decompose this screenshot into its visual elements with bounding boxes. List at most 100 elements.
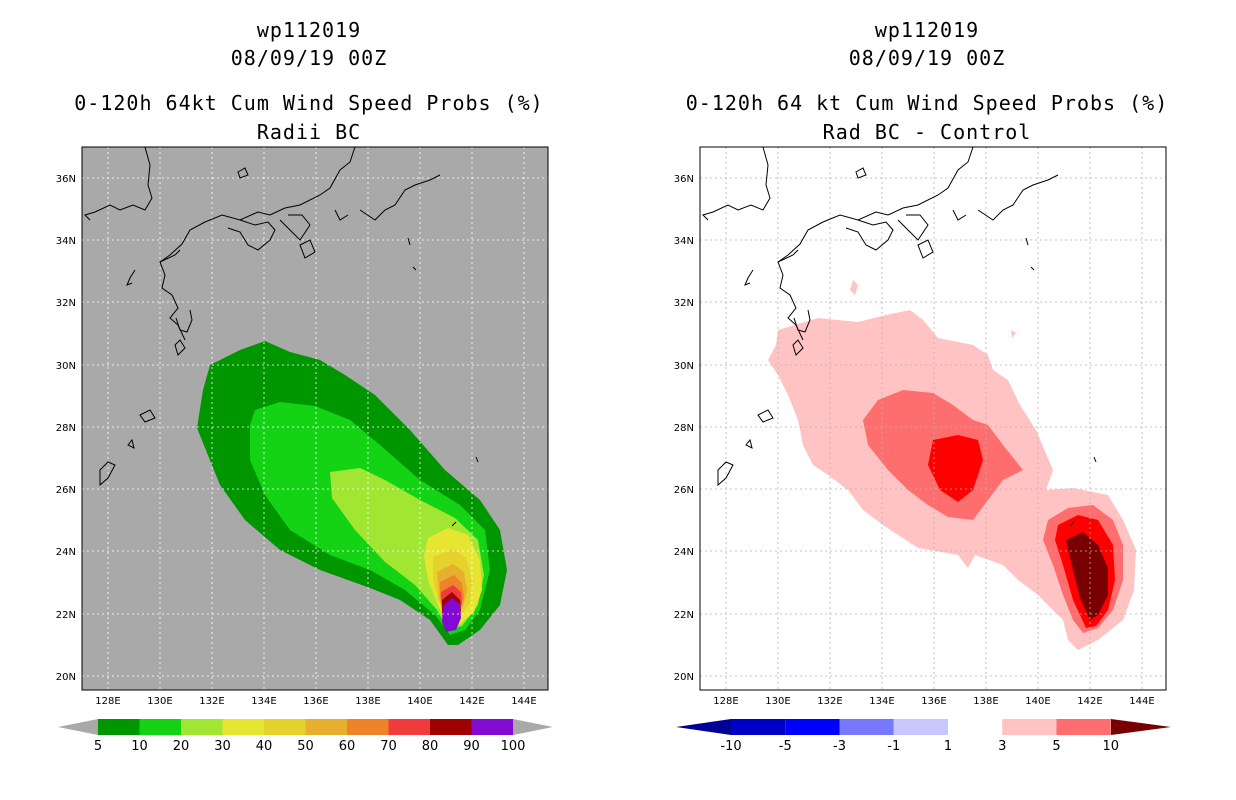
lat-label: 34N — [56, 236, 76, 247]
colorbar-label: 50 — [297, 739, 314, 754]
difference-contours — [768, 280, 1136, 650]
colorbar-label: 5 — [1052, 739, 1060, 754]
lon-label: 140E — [407, 696, 432, 707]
colorbar-swatch — [222, 719, 264, 735]
colorbar-swatch — [347, 719, 389, 735]
subtitle: Radii BC — [256, 120, 362, 144]
map-frame — [699, 146, 1167, 691]
colorbar-label: 80 — [422, 739, 439, 754]
lon-label: 128E — [713, 696, 738, 707]
lat-labels: 20N 22N 24N 26N 28N 30N 32N 34N 36N — [56, 174, 76, 683]
lat-label: 20N — [674, 672, 694, 683]
lon-label: 138E — [973, 696, 998, 707]
lat-label: 30N — [674, 361, 694, 372]
lon-label: 136E — [921, 696, 946, 707]
diff-10-contour — [1066, 532, 1108, 620]
lon-labels: 128E 130E 132E 134E 136E 138E 140E 142E … — [95, 696, 536, 707]
colorbar-right-end — [513, 719, 553, 735]
colorbar-swatch — [264, 719, 306, 735]
colorbar-label: 10 — [1102, 739, 1119, 754]
lon-label: 128E — [95, 696, 120, 707]
lon-labels: 128E 130E 132E 134E 136E 138E 140E 142E … — [713, 696, 1154, 707]
colorbar-label: -10 — [720, 739, 741, 754]
colorbar-swatch — [1002, 719, 1057, 735]
colorbar-swatch — [388, 719, 430, 735]
colorbar-swatch — [1056, 719, 1111, 735]
colorbar-swatch — [731, 719, 786, 735]
colorbar-left-end — [58, 719, 98, 735]
storm-id-title: wp112019 — [874, 18, 980, 42]
colorbar-swatch — [181, 719, 223, 735]
datetime-title: 08/09/19 00Z — [848, 46, 1006, 70]
colorbar-left-end — [676, 719, 731, 735]
colorbar-swatch — [305, 719, 347, 735]
lon-label: 130E — [765, 696, 790, 707]
lat-label: 32N — [56, 298, 76, 309]
lon-label: 136E — [303, 696, 328, 707]
colorbar-label: 10 — [131, 739, 148, 754]
lat-labels: 20N 22N 24N 26N 28N 30N 32N 34N 36N — [674, 174, 694, 683]
colorbar: 5 10 20 30 40 50 60 70 80 90 100 — [58, 719, 553, 754]
colorbar-label: 1 — [944, 739, 952, 754]
product-title: 0-120h 64kt Cum Wind Speed Probs (%) — [74, 91, 544, 115]
colorbar-swatch — [98, 719, 140, 735]
colorbar-swatch — [785, 719, 840, 735]
colorbar-swatch — [839, 719, 894, 735]
lon-label: 140E — [1025, 696, 1050, 707]
left-map-svg: 20N 22N 24N 26N 28N 30N 32N 34N 36N 128E… — [56, 146, 553, 754]
lon-label: 132E — [817, 696, 842, 707]
lat-label: 26N — [674, 485, 694, 496]
lat-label: 36N — [56, 174, 76, 185]
lat-label: 26N — [56, 485, 76, 496]
colorbar-label: 70 — [380, 739, 397, 754]
colorbar-label: 20 — [173, 739, 190, 754]
right-panel: wp112019 08/09/19 00Z 0-120h 64 kt Cum W… — [618, 0, 1236, 800]
lon-label: 144E — [1129, 696, 1154, 707]
colorbar-label: 30 — [214, 739, 231, 754]
subtitle: Rad BC - Control — [822, 120, 1032, 144]
right-map-svg: 20N 22N 24N 26N 28N 30N 32N 34N 36N 128E… — [674, 146, 1171, 754]
colorbar-label: -5 — [779, 739, 792, 754]
lat-label: 36N — [674, 174, 694, 185]
colorbar-label: -3 — [833, 739, 846, 754]
colorbar-swatch — [471, 719, 513, 735]
colorbar-swatch — [430, 719, 472, 735]
colorbar-swatch — [893, 719, 948, 735]
colorbar-label: 40 — [256, 739, 273, 754]
lat-label: 32N — [674, 298, 694, 309]
left-panel: wp112019 08/09/19 00Z 0-120h 64kt Cum Wi… — [56, 18, 553, 754]
lon-label: 132E — [199, 696, 224, 707]
lat-label: 22N — [674, 610, 694, 621]
colorbar: -10 -5 -3 -1 1 3 5 10 — [676, 719, 1171, 754]
colorbar-label: -1 — [887, 739, 900, 754]
prob-90-contour — [442, 598, 461, 632]
lat-label: 22N — [56, 610, 76, 621]
probability-contours — [197, 341, 507, 645]
grid-lines — [82, 147, 548, 690]
lat-label: 24N — [56, 547, 76, 558]
colorbar-label: 60 — [339, 739, 356, 754]
lat-label: 24N — [674, 547, 694, 558]
colorbar-label: 5 — [94, 739, 102, 754]
colorbar-label: 100 — [501, 739, 526, 754]
colorbar-swatch — [948, 719, 1003, 735]
datetime-title: 08/09/19 00Z — [230, 46, 388, 70]
lat-label: 30N — [56, 361, 76, 372]
storm-id-title: wp112019 — [256, 18, 362, 42]
grid-lines — [700, 147, 1166, 690]
coastlines — [84, 146, 479, 527]
colorbar-swatch — [139, 719, 181, 735]
lon-label: 134E — [251, 696, 276, 707]
lon-label: 134E — [869, 696, 894, 707]
lat-label: 28N — [56, 423, 76, 434]
diff-1-contour — [850, 280, 858, 295]
colorbar-right-end — [1111, 719, 1171, 735]
product-title: 0-120h 64 kt Cum Wind Speed Probs (%) — [685, 91, 1169, 115]
lat-label: 34N — [674, 236, 694, 247]
colorbar-label: 3 — [998, 739, 1006, 754]
lat-label: 28N — [674, 423, 694, 434]
diff-5-contour — [928, 435, 983, 502]
colorbar-label: 90 — [463, 739, 480, 754]
lon-label: 142E — [1077, 696, 1102, 707]
coastlines — [702, 146, 1097, 527]
